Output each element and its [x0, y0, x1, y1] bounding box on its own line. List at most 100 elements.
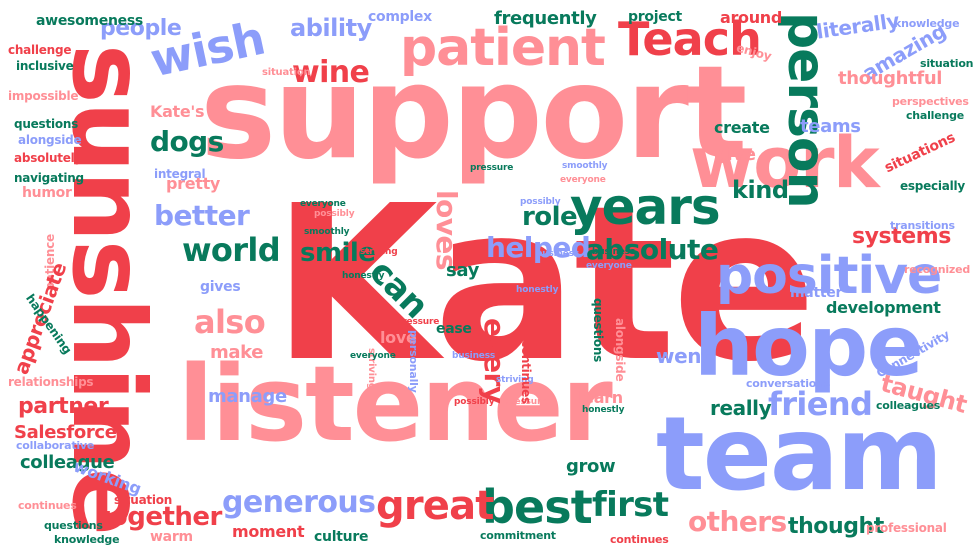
word-professional: professional	[866, 521, 947, 535]
word-recognized: recognized	[904, 263, 970, 276]
word-people: people	[100, 16, 182, 41]
word-knowledge-2: knowledge	[54, 533, 120, 546]
word-transitions: transitions	[890, 219, 955, 232]
word-integral: integral	[154, 167, 206, 181]
word-grow: grow	[566, 456, 616, 477]
word-awesomeness: awesomeness	[36, 13, 143, 29]
word-colleague: colleague	[20, 452, 115, 473]
word-smile: smile	[300, 238, 376, 268]
word-everyone-2: everyone	[586, 261, 632, 271]
word-better: better	[154, 199, 250, 232]
word-ease: ease	[436, 321, 472, 337]
word-situations: situations	[882, 129, 958, 177]
word-systems: systems	[852, 224, 951, 249]
word-continues: continues	[18, 499, 77, 512]
word-others: others	[688, 505, 787, 538]
word-say: say	[446, 260, 479, 281]
word-especially: especially	[900, 179, 965, 193]
word-continues-3: continues	[519, 340, 533, 404]
word-together: together	[98, 502, 222, 532]
word-positive: positive	[716, 246, 942, 306]
word-business-3: business	[536, 249, 580, 259]
word-role: role	[522, 202, 578, 232]
word-really: really	[710, 396, 772, 420]
word-challenge: challenge	[8, 43, 72, 57]
word-possibly: possibly	[454, 397, 495, 407]
word-first: first	[592, 485, 669, 525]
word-inclusive: inclusive	[16, 59, 74, 73]
word-situation-3: situation	[262, 67, 311, 78]
word-collaborative: collaborative	[16, 439, 95, 452]
word-possibly-2: possibly	[314, 209, 355, 219]
word-make: make	[210, 342, 264, 363]
word-situation-2: situation	[920, 57, 974, 70]
word-partner: partner	[18, 394, 109, 419]
word-perspectives: perspectives	[892, 95, 969, 108]
word-thoughtful: thoughtful	[838, 68, 943, 89]
word-salesforce: Salesforce	[14, 422, 117, 443]
word-pressure-2: pressure	[396, 317, 440, 327]
word-team: team	[656, 395, 943, 514]
word-world: world	[182, 231, 281, 269]
word-learn: learn	[578, 388, 623, 407]
word-best: best	[482, 480, 593, 534]
word-personally: personally	[407, 330, 420, 393]
word-questions-3: questions	[591, 298, 605, 363]
word-questions: questions	[14, 117, 79, 131]
word-continues-2: continues	[610, 533, 669, 546]
word-navigating: navigating	[14, 171, 84, 185]
word-dogs: dogs	[150, 125, 224, 158]
word-everyone-3: everyone	[560, 175, 606, 185]
word-complex: complex	[368, 9, 432, 25]
word-work: work	[690, 122, 880, 204]
word-thought: thought	[788, 514, 884, 539]
word-manage: manage	[208, 386, 287, 407]
word-great: great	[376, 483, 494, 529]
word-years: years	[570, 178, 721, 236]
word-pressure-3: pressure	[470, 163, 514, 173]
word-ability: ability	[290, 14, 372, 42]
word-helped: helped	[486, 231, 591, 264]
word-love: love	[380, 328, 417, 347]
word-also: also	[194, 303, 266, 341]
word-kind: kind	[732, 176, 789, 204]
word-hope: hope	[694, 297, 924, 395]
word-every: every	[478, 318, 511, 404]
word-generous: generous	[222, 485, 376, 520]
word-business: business	[452, 351, 496, 361]
word-relationships: relationships	[8, 375, 94, 389]
word-kates: Kate's	[150, 102, 205, 121]
word-gives: gives	[200, 279, 241, 295]
word-frequently: frequently	[494, 8, 597, 29]
word-honestly-3: honestly	[516, 285, 559, 295]
word-went: went	[656, 344, 711, 368]
word-culture: culture	[314, 529, 369, 545]
word-project: project	[628, 9, 682, 25]
word-conversations: conversations	[746, 377, 831, 390]
word-teach: Teach	[618, 12, 762, 66]
word-situation: situation	[114, 493, 173, 507]
word-humor: humor	[22, 185, 72, 201]
word-honestly-2: honestly	[342, 271, 385, 281]
word-impossible: impossible	[8, 89, 79, 103]
word-smoothly: smoothly	[304, 227, 350, 237]
word-patient: patient	[400, 18, 606, 78]
word-colleagues: colleagues	[876, 399, 941, 412]
word-smoothly-2: smoothly	[562, 161, 608, 171]
word-wine: wine	[292, 55, 370, 90]
word-create: create	[714, 118, 770, 137]
word-pretty: pretty	[166, 174, 221, 193]
word-commitment: commitment	[480, 529, 556, 542]
word-questions-2: questions	[44, 519, 103, 532]
word-loves: loves	[430, 190, 463, 270]
word-possibly-3: possibly	[520, 197, 561, 207]
word-kate: Kate	[272, 160, 817, 409]
word-pressure: pressure	[504, 397, 548, 407]
word-knowledge: knowledge	[894, 17, 960, 30]
word-absolutely: absolutely	[14, 151, 83, 165]
word-striving-2: striving	[496, 375, 534, 385]
word-sunshine: sunshine	[50, 44, 167, 534]
word-moment: moment	[232, 522, 305, 541]
word-listener: listener	[178, 343, 613, 465]
